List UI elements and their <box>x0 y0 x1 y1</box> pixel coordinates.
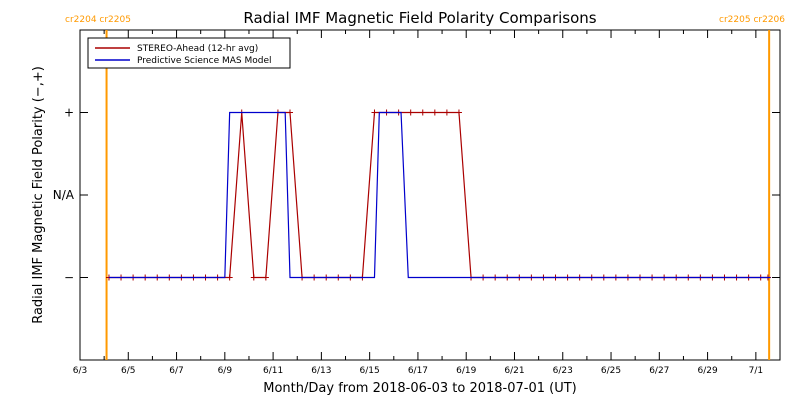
x-tick-label: 6/5 <box>121 366 135 376</box>
x-tick-label: 6/17 <box>408 366 428 376</box>
series-layer <box>105 109 771 281</box>
carrington-label: cr2205 cr2206 <box>719 15 785 25</box>
x-tick-label: 6/23 <box>553 366 573 376</box>
y-tick-label: N/A <box>53 188 75 202</box>
x-tick-label: 6/25 <box>601 366 621 376</box>
y-axis-label: Radial IMF Magnetic Field Polarity (−,+) <box>31 66 46 324</box>
x-axis-label: Month/Day from 2018-06-03 to 2018-07-01 … <box>263 381 576 396</box>
legend-label-stereo: STEREO-Ahead (12-hr avg) <box>137 44 258 54</box>
legend: STEREO-Ahead (12-hr avg) Predictive Scie… <box>87 37 291 69</box>
legend-box <box>87 37 291 69</box>
data-point-plus <box>287 109 293 116</box>
data-point-plus <box>250 274 257 281</box>
carrington-marker-layer: cr2204 cr2205 cr2205 cr2206 <box>65 15 785 360</box>
x-tick-label: 6/11 <box>263 366 283 376</box>
data-point-plus <box>407 109 414 116</box>
x-tick-label: 6/19 <box>456 366 476 376</box>
data-point-plus <box>431 109 438 116</box>
data-point-plus <box>371 109 378 116</box>
chart-title: Radial IMF Magnetic Field Polarity Compa… <box>243 9 596 27</box>
data-point-plus <box>443 109 450 116</box>
data-point-plus <box>226 274 233 281</box>
x-tick-label: 6/9 <box>218 366 233 376</box>
series-line-1 <box>108 111 771 279</box>
data-point-plus <box>455 109 462 116</box>
x-tick-label: 6/21 <box>504 366 524 376</box>
series-line-0 <box>108 111 768 279</box>
plot-frame <box>79 29 781 361</box>
y-tick-label: − <box>64 271 74 285</box>
x-tick-label: 7/1 <box>749 366 763 376</box>
x-tick-label: 6/3 <box>73 366 87 376</box>
carrington-label: cr2204 cr2205 <box>65 15 131 25</box>
x-tick-label: 6/29 <box>697 366 717 376</box>
data-point-plus <box>419 109 426 116</box>
x-tick-label: 6/27 <box>649 366 669 376</box>
x-tick-label: 6/7 <box>169 366 183 376</box>
x-tick-label: 6/15 <box>360 366 380 376</box>
tick-layer: 6/3 6/5 6/7 6/9 6/11 6/13 6/15 6/17 6/19 6/21 6/23… <box>53 30 781 376</box>
legend-label-mas: Predictive Science MAS Model <box>137 56 272 66</box>
x-tick-label: 6/13 <box>311 366 331 376</box>
y-tick-label: + <box>64 106 74 120</box>
data-point-plus <box>262 274 269 281</box>
